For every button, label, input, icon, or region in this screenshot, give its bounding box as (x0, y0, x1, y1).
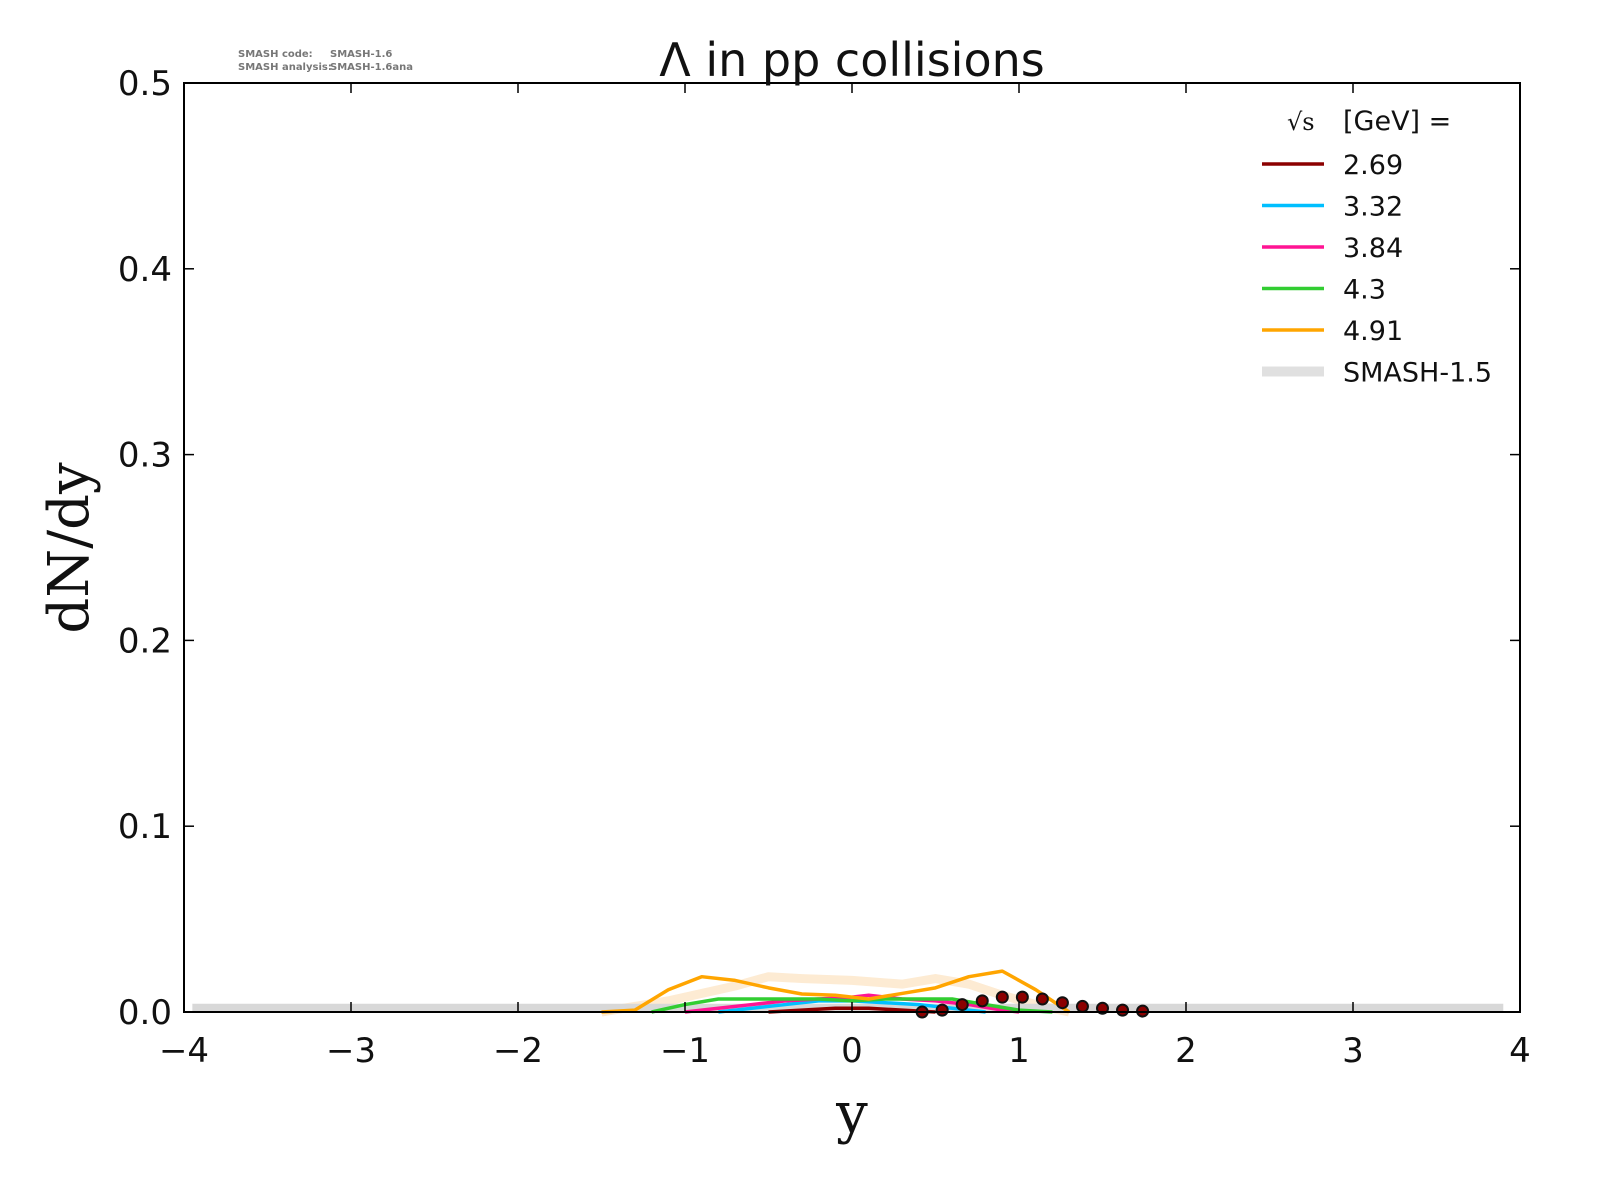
legend-label: 3.32 (1343, 192, 1403, 223)
x-tick-label: −3 (326, 1031, 376, 1071)
series-line-3.84 (684, 993, 1020, 1014)
x-tick-label: 3 (1342, 1031, 1364, 1071)
series-line-4.91 (601, 969, 1071, 1014)
plot-frame (183, 82, 1521, 1013)
legend-label: 3.84 (1343, 233, 1403, 264)
code-label: SMASH code: (238, 49, 313, 60)
x-tick-label: 1 (1008, 1031, 1030, 1071)
data-point (995, 990, 1009, 1004)
data-point (935, 1003, 949, 1017)
legend-title: [GeV] = (1343, 106, 1451, 137)
y-axis-label: dN/dy (37, 462, 102, 634)
x-tick-label: −4 (159, 1031, 209, 1071)
analysis-value: SMASH-1.6ana (330, 62, 413, 73)
data-point (1116, 1003, 1130, 1017)
y-tick-label: 0.4 (118, 250, 172, 290)
chart-title: Λ in pp collisions (659, 33, 1044, 87)
data-point (1055, 996, 1069, 1010)
legend-label: 2.69 (1343, 150, 1403, 181)
x-tick-label: −2 (493, 1031, 543, 1071)
x-tick-label: 2 (1175, 1031, 1197, 1071)
y-tick-label: 0.1 (118, 807, 172, 847)
analysis-label: SMASH analysis: (238, 62, 332, 73)
legend-label: 4.3 (1343, 275, 1386, 306)
x-tick-labels: −4 −3 −2 −1 0 1 2 3 4 (159, 1031, 1531, 1071)
data-point (1035, 992, 1049, 1006)
x-tick-label: −1 (660, 1031, 710, 1071)
legend-label: SMASH-1.5 (1343, 358, 1492, 389)
y-tick-label: 0.3 (118, 436, 172, 476)
data-point (955, 998, 969, 1012)
y-tick-label: 0.0 (118, 993, 172, 1033)
data-point (1075, 999, 1089, 1013)
legend: √s [GeV] = 2.69 3.32 3.84 4.3 4.91 SMASH-1.5 (1262, 106, 1492, 389)
axis-ticks (183, 82, 1521, 1013)
y-tick-label: 0.5 (118, 64, 172, 104)
data-point (975, 994, 989, 1008)
data-point (1015, 990, 1029, 1004)
x-axis-label: y (835, 1081, 868, 1146)
y-tick-labels: 0.0 0.1 0.2 0.3 0.4 0.5 (118, 64, 172, 1033)
x-tick-label: 0 (841, 1031, 863, 1071)
legend-title-sqrt: √s (1287, 108, 1315, 136)
y-tick-label: 0.2 (118, 621, 172, 661)
x-tick-label: 4 (1509, 1031, 1531, 1071)
legend-label: 4.91 (1343, 316, 1403, 347)
code-value: SMASH-1.6 (330, 49, 392, 60)
